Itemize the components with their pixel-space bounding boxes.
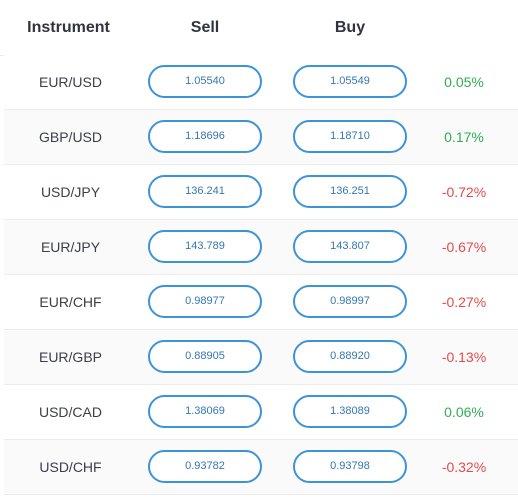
sell-column-header: Sell: [190, 19, 220, 36]
change-percent: 0.06%: [444, 404, 484, 420]
table-row: EUR/JPY 143.789 143.807 -0.67%: [4, 220, 518, 275]
buy-price-button[interactable]: 0.98997: [293, 285, 407, 318]
change-percent: 0.05%: [444, 74, 484, 90]
instrument-name: EUR/CHF: [39, 294, 102, 310]
instrument-name: EUR/JPY: [40, 239, 101, 255]
change-percent: -0.27%: [441, 294, 487, 310]
instrument-name: GBP/USD: [38, 129, 102, 145]
instrument-column-header: Instrument: [27, 19, 110, 36]
buy-price-button[interactable]: 0.88920: [293, 340, 407, 373]
instrument-name: EUR/GBP: [38, 349, 102, 365]
buy-price-button[interactable]: 1.05549: [293, 65, 407, 98]
sell-price-button[interactable]: 143.789: [148, 230, 262, 263]
table-row: USD/JPY 136.241 136.251 -0.72%: [4, 165, 518, 220]
table-row: EUR/USD 1.05540 1.05549 0.05%: [4, 55, 518, 110]
change-percent: -0.67%: [441, 239, 487, 255]
buy-price-button[interactable]: 1.38089: [293, 395, 407, 428]
table-row: EUR/GBP 0.88905 0.88920 -0.13%: [4, 330, 518, 385]
instrument-name: USD/JPY: [40, 184, 101, 200]
change-percent: -0.32%: [441, 459, 487, 475]
table-row: GBP/USD 1.18696 1.18710 0.17%: [4, 110, 518, 165]
buy-price-button[interactable]: 0.93798: [293, 450, 407, 483]
sell-price-button[interactable]: 136.241: [148, 175, 262, 208]
sell-price-button[interactable]: 0.98977: [148, 285, 262, 318]
sell-price-button[interactable]: 1.38069: [148, 395, 262, 428]
buy-price-button[interactable]: 143.807: [293, 230, 407, 263]
instrument-name: EUR/USD: [38, 74, 102, 90]
buy-price-button[interactable]: 136.251: [293, 175, 407, 208]
table-row: EUR/CHF 0.98977 0.98997 -0.27%: [4, 275, 518, 330]
change-percent: -0.72%: [441, 184, 487, 200]
buy-column-header: Buy: [334, 19, 366, 36]
table-row: USD/CHF 0.93782 0.93798 -0.32%: [4, 440, 518, 495]
sell-price-button[interactable]: 0.88905: [148, 340, 262, 373]
sell-price-button[interactable]: 0.93782: [148, 450, 262, 483]
sell-price-button[interactable]: 1.18696: [148, 120, 262, 153]
change-percent: 0.17%: [444, 129, 484, 145]
instrument-name: USD/CAD: [38, 404, 102, 420]
buy-price-button[interactable]: 1.18710: [293, 120, 407, 153]
change-percent: -0.13%: [441, 349, 487, 365]
instrument-name: USD/CHF: [39, 459, 102, 475]
sell-price-button[interactable]: 1.05540: [148, 65, 262, 98]
table-header: Instrument Sell Buy: [0, 0, 518, 56]
table-row: USD/CAD 1.38069 1.38089 0.06%: [4, 385, 518, 440]
